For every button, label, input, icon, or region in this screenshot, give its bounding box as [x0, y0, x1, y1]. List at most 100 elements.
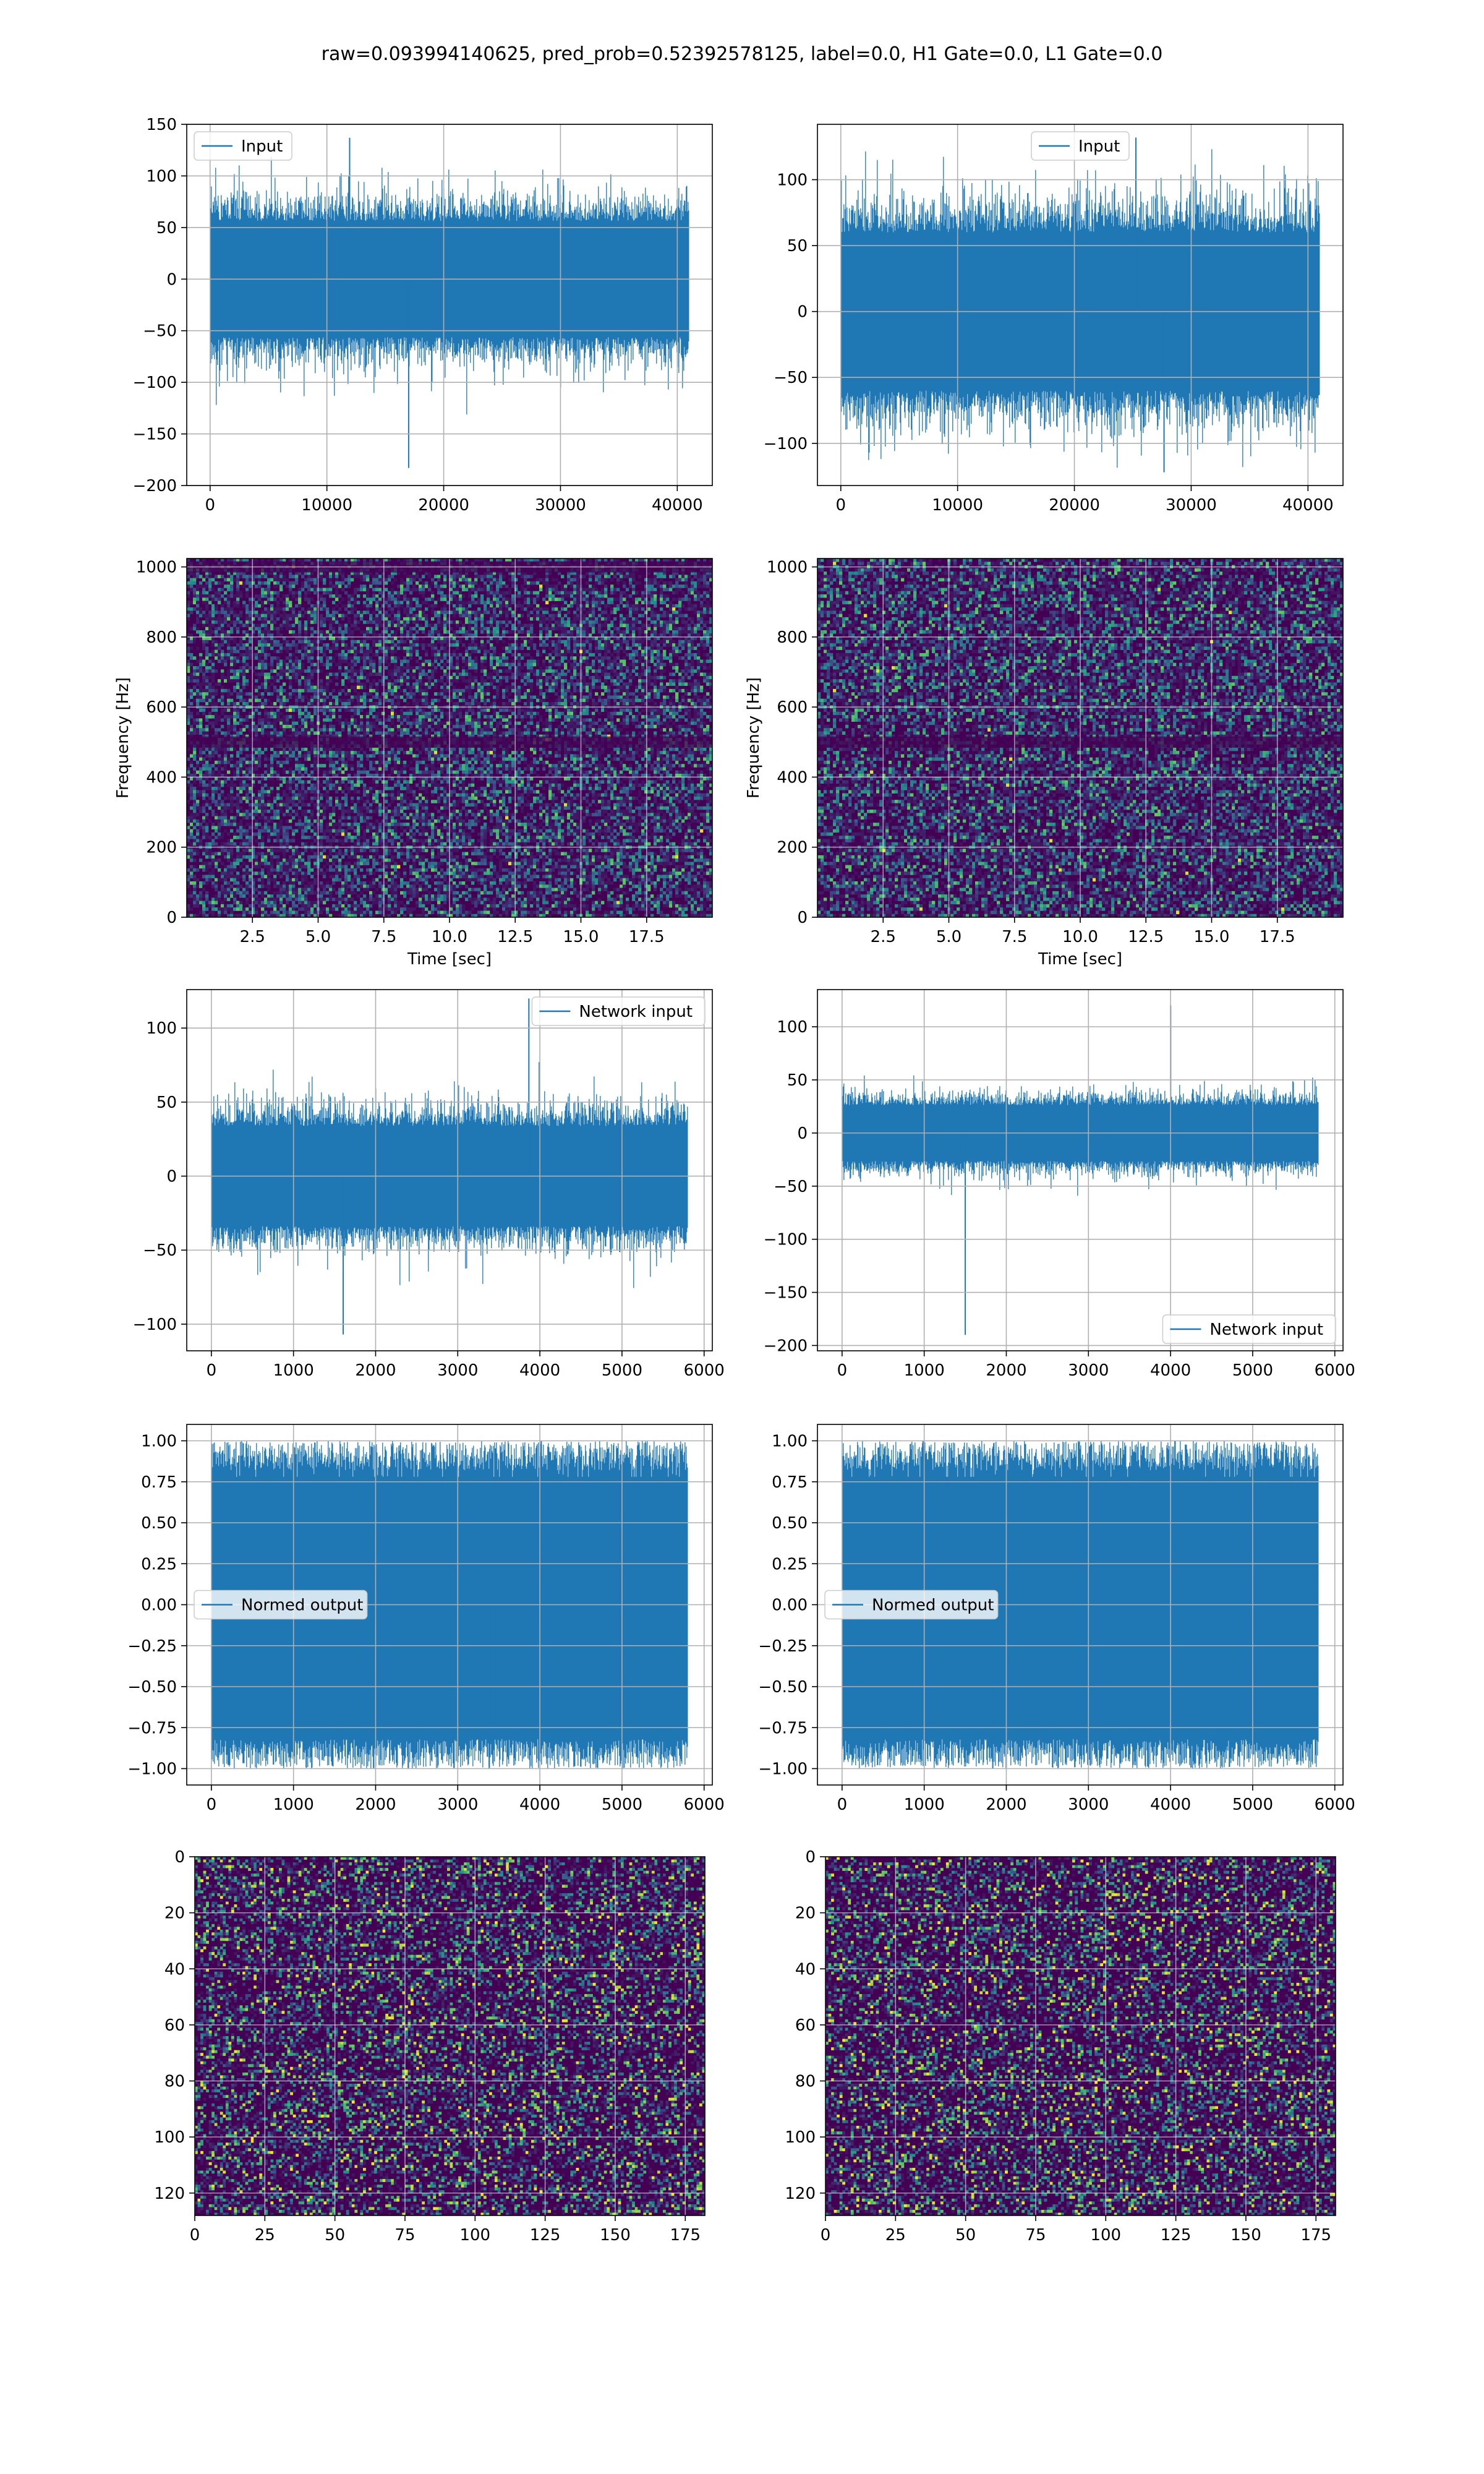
heatmap-cell: [589, 688, 592, 693]
heatmap-cell: [607, 604, 611, 608]
heatmap-cell: [391, 620, 394, 624]
heatmap-cell: [366, 601, 370, 605]
heatmap-cell: [589, 685, 592, 690]
heatmap-cell: [193, 640, 197, 644]
heatmap-cell: [258, 702, 262, 706]
heatmap-cell: [196, 575, 200, 578]
heatmap-cell: [607, 627, 611, 631]
heatmap-cell: [276, 633, 280, 637]
heatmap-cell: [484, 588, 487, 592]
heatmap-cell: [678, 588, 682, 592]
heatmap-cell: [468, 662, 472, 667]
heatmap-cell: [249, 614, 252, 618]
heatmap-cell: [239, 594, 243, 598]
heatmap-cell: [230, 588, 234, 592]
heatmap-cell: [245, 591, 249, 595]
heatmap-cell: [242, 659, 246, 664]
heatmap-cell: [224, 653, 228, 657]
heatmap-cell: [499, 584, 503, 588]
heatmap-cell: [558, 649, 561, 654]
heatmap-cell: [227, 688, 231, 693]
heatmap-cell: [416, 630, 419, 634]
heatmap-cell: [255, 636, 258, 641]
heatmap-cell: [620, 633, 623, 637]
heatmap-cell: [419, 669, 422, 673]
heatmap-cell: [443, 692, 447, 696]
x-tick-label: 30000: [535, 496, 586, 515]
heatmap-cell: [660, 575, 663, 578]
heatmap-cell: [564, 559, 568, 562]
heatmap-cell: [462, 623, 466, 628]
heatmap-cell: [363, 656, 367, 660]
heatmap-cell: [514, 584, 518, 588]
heatmap-cell: [326, 679, 330, 683]
heatmap-cell: [419, 627, 422, 631]
heatmap-cell: [307, 597, 311, 601]
heatmap-cell: [378, 662, 382, 667]
heatmap-cell: [641, 559, 645, 562]
heatmap-cell: [416, 682, 419, 686]
heatmap-cell: [586, 610, 589, 614]
heatmap-cell: [335, 571, 339, 575]
heatmap-cell: [323, 633, 326, 637]
heatmap-cell: [304, 695, 308, 700]
heatmap-cell: [422, 630, 425, 634]
heatmap-cell: [536, 679, 540, 683]
heatmap-cell: [298, 627, 302, 631]
heatmap-cell: [505, 662, 509, 667]
heatmap-cell: [647, 571, 651, 575]
heatmap-cell: [456, 692, 459, 696]
heatmap-cell: [691, 584, 694, 588]
heatmap-cell: [236, 584, 240, 588]
heatmap-cell: [709, 659, 712, 664]
heatmap-cell: [403, 623, 407, 628]
heatmap-cell: [385, 698, 388, 703]
heatmap-cell: [273, 607, 277, 611]
heatmap-cell: [480, 679, 484, 683]
heatmap-cell: [236, 627, 240, 631]
heatmap-cell: [341, 656, 345, 660]
heatmap-cell: [388, 578, 391, 582]
heatmap-cell: [354, 607, 357, 611]
heatmap-cell: [620, 672, 623, 677]
heatmap-cell: [236, 672, 240, 677]
heatmap-cell: [221, 640, 224, 644]
heatmap-cell: [292, 633, 296, 637]
heatmap-cell: [561, 659, 565, 664]
heatmap-cell: [273, 610, 277, 614]
heatmap-cell: [536, 597, 540, 601]
heatmap-cell: [672, 630, 676, 634]
heatmap-cell: [561, 584, 565, 588]
heatmap-cell: [598, 630, 602, 634]
heatmap-cell: [360, 610, 364, 614]
y-tick-label: −100: [764, 435, 808, 453]
heatmap-cell: [252, 695, 255, 700]
heatmap-cell: [258, 672, 262, 677]
heatmap-cell: [372, 688, 376, 693]
heatmap-cell: [524, 636, 527, 641]
heatmap-cell: [273, 591, 277, 595]
heatmap-cell: [366, 588, 370, 592]
heatmap-cell: [338, 692, 342, 696]
heatmap-cell: [422, 584, 425, 588]
heatmap-cell: [360, 617, 364, 621]
heatmap-cell: [592, 591, 595, 595]
heatmap-cell: [688, 597, 691, 601]
heatmap-cell: [375, 571, 379, 575]
heatmap-cell: [310, 604, 314, 608]
heatmap-cell: [208, 575, 212, 578]
heatmap-cell: [258, 640, 262, 644]
heatmap-cell: [372, 617, 376, 621]
heatmap-cell: [632, 656, 636, 660]
heatmap-cell: [453, 614, 456, 618]
heatmap-cell: [657, 653, 660, 657]
heatmap-cell: [270, 666, 274, 670]
heatmap-cell: [388, 640, 391, 644]
heatmap-cell: [363, 559, 367, 562]
heatmap-cell: [205, 584, 209, 588]
heatmap-cell: [524, 578, 527, 582]
heatmap-cell: [629, 571, 633, 575]
heatmap-cell: [598, 695, 602, 700]
heatmap-cell: [623, 688, 626, 693]
heatmap-cell: [286, 666, 289, 670]
